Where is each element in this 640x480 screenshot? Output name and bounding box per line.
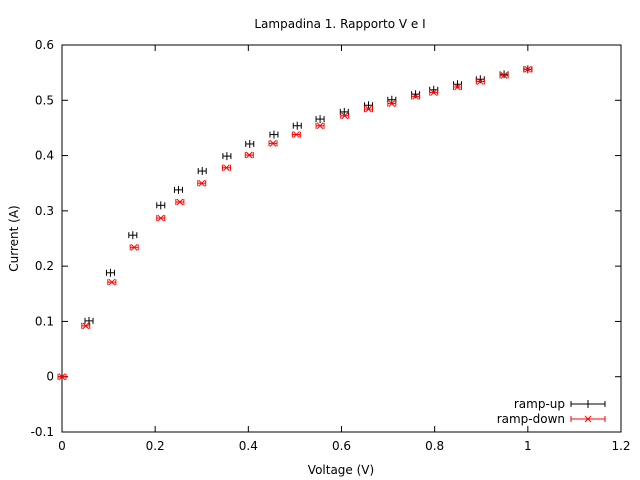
- y-axis-label: Current (A): [7, 205, 21, 271]
- cross-marker: [365, 105, 372, 113]
- cross-marker: [82, 322, 90, 330]
- data-point: [452, 83, 462, 91]
- data-point: [156, 201, 166, 210]
- cross-marker: [245, 151, 253, 159]
- x-tick-label: 1: [524, 439, 532, 453]
- data-point: [84, 316, 94, 325]
- data-point: [81, 322, 91, 330]
- cross-marker: [269, 140, 277, 147]
- data-point: [429, 89, 439, 96]
- y-tick-label: 0.2: [35, 259, 54, 273]
- data-point: [105, 268, 115, 277]
- data-point: [387, 100, 397, 107]
- data-point: [245, 139, 255, 148]
- x-axis: 0 0.2 0.4 0.6 0.8 1 1.2: [58, 45, 631, 453]
- data-point: [156, 214, 166, 222]
- cross-marker: [412, 93, 419, 100]
- cross-marker: [524, 65, 532, 73]
- data-point: [129, 243, 139, 251]
- data-point: [128, 231, 138, 240]
- data-point: [269, 130, 279, 139]
- data-point: [292, 121, 302, 130]
- y-tick-label: 0.3: [35, 204, 54, 218]
- x-tick-label: 1.2: [611, 439, 630, 453]
- cross-marker: [198, 179, 206, 187]
- data-point: [499, 72, 509, 79]
- x-tick-label: 0.2: [146, 439, 165, 453]
- legend-label: ramp-up: [514, 397, 565, 411]
- data-point: [315, 122, 325, 130]
- cross-marker: [454, 83, 461, 91]
- cross-marker: [341, 112, 349, 120]
- data-point: [197, 167, 207, 176]
- series-layer: [57, 65, 533, 381]
- cross-marker: [500, 72, 508, 79]
- data-point: [244, 151, 254, 159]
- y-tick-label: 0.5: [35, 93, 54, 107]
- cross-marker: [476, 78, 484, 85]
- data-point: [175, 198, 185, 206]
- legend-label: ramp-down: [497, 412, 565, 426]
- cross-marker: [176, 198, 184, 206]
- data-point: [387, 95, 397, 104]
- y-axis: -0.1 0 0.1 0.2 0.3 0.4 0.5 0.6: [31, 38, 621, 439]
- x-axis-label: Voltage (V): [308, 463, 374, 477]
- y-tick-label: 0.6: [35, 38, 54, 52]
- series-ramp-down: [57, 65, 533, 381]
- data-point: [291, 131, 301, 138]
- data-point: [499, 70, 509, 79]
- data-point: [364, 105, 374, 113]
- data-point: [222, 152, 232, 161]
- plot-area-border: [61, 44, 622, 433]
- x-tick-label: 0: [58, 439, 66, 453]
- data-point: [364, 101, 374, 110]
- data-point: [173, 185, 183, 194]
- data-point: [315, 115, 325, 124]
- y-tick-label: -0.1: [31, 425, 54, 439]
- cross-marker: [388, 100, 396, 107]
- y-tick-label: 0: [46, 370, 54, 384]
- series-ramp-up: [57, 65, 533, 381]
- data-point: [475, 78, 485, 85]
- x-tick-label: 0.8: [425, 439, 444, 453]
- cross-marker: [292, 131, 300, 138]
- cross-marker: [157, 214, 165, 222]
- data-point: [57, 373, 67, 381]
- cross-marker: [316, 122, 324, 130]
- data-point: [197, 179, 207, 187]
- y-tick-label: 0.1: [35, 314, 54, 328]
- legend-symbol: [570, 415, 606, 423]
- cross-marker: [584, 415, 592, 423]
- y-tick-label: 0.4: [35, 149, 54, 163]
- cross-marker: [130, 243, 138, 251]
- data-point: [523, 65, 533, 73]
- data-point: [268, 140, 278, 147]
- x-tick-label: 0.4: [239, 439, 258, 453]
- data-point: [340, 112, 350, 120]
- cross-marker: [58, 373, 66, 381]
- x-tick-label: 0.6: [332, 439, 351, 453]
- data-point: [411, 93, 421, 100]
- data-point: [107, 278, 117, 286]
- cross-marker: [223, 164, 230, 172]
- data-point: [221, 164, 231, 172]
- chart-title: Lampadina 1. Rapporto V e I: [254, 17, 425, 31]
- legend-symbol: [570, 400, 606, 408]
- cross-marker: [430, 89, 438, 96]
- cross-marker: [108, 278, 116, 286]
